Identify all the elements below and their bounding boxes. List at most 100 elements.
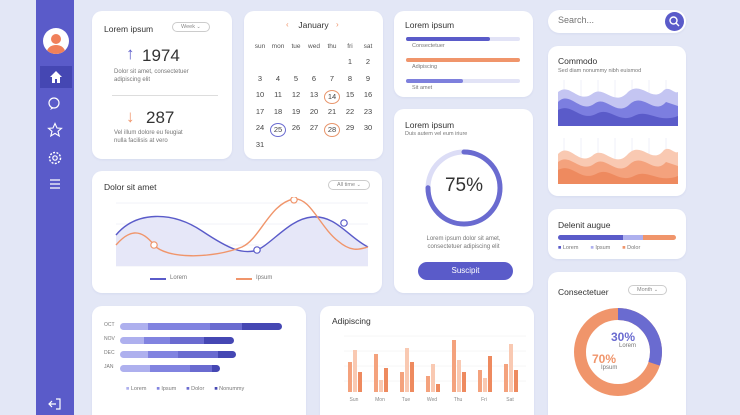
- calendar-day[interactable]: 17: [255, 106, 265, 116]
- month-dropdown[interactable]: Month ⌄: [628, 285, 668, 295]
- calendar-day[interactable]: 21: [327, 106, 337, 116]
- up-text: Dolor sit amet, consectetuer: [114, 69, 189, 75]
- suscipit-button[interactable]: Suscipit: [418, 262, 513, 280]
- divider: [112, 95, 218, 96]
- bar: [358, 372, 362, 392]
- vbar-card: Adipiscing Sun Mon Tue Wed Thu Fri Sat: [320, 306, 534, 415]
- next-month-icon[interactable]: ›: [336, 20, 339, 29]
- weekday-label: mon: [271, 43, 285, 50]
- legend-swatch: [150, 278, 166, 280]
- donut-text: Lorem ipsum dolor sit amet,: [426, 236, 501, 242]
- stacked-bar: [120, 351, 236, 358]
- vbar-chart: Sun Mon Tue Wed Thu Fri Sat: [344, 335, 526, 403]
- percent-ring: [425, 149, 503, 227]
- bar: [431, 364, 435, 392]
- weekday-label: fri: [347, 43, 353, 50]
- progress-card: Lorem ipsum Consectetuer Adipiscing Sit am…: [394, 11, 533, 97]
- search-icon: [669, 16, 680, 27]
- arrow-up-icon: ↑: [126, 44, 135, 63]
- calendar-month: January: [298, 20, 329, 30]
- bar: [504, 364, 508, 392]
- bar: [483, 378, 487, 392]
- card-title: Adipiscing: [332, 316, 371, 326]
- card-title: Dolor sit amet: [104, 182, 157, 192]
- calendar-day[interactable]: 15: [345, 90, 355, 100]
- calendar-day[interactable]: 11: [274, 90, 282, 100]
- bar: [436, 384, 440, 392]
- calendar-day[interactable]: 12: [291, 90, 301, 100]
- line-chart: [115, 197, 369, 267]
- category-label: OCT: [104, 322, 115, 328]
- calendar-day[interactable]: 30: [363, 123, 373, 133]
- calendar-day[interactable]: 10: [255, 90, 265, 100]
- search-button[interactable]: [665, 12, 684, 31]
- calendar-day[interactable]: 3: [257, 73, 263, 83]
- calendar-day[interactable]: 4: [275, 73, 281, 83]
- home-icon[interactable]: [40, 66, 72, 88]
- calendar-day[interactable]: 9: [365, 73, 371, 83]
- logout-icon[interactable]: [47, 396, 63, 412]
- gear-icon[interactable]: [47, 150, 63, 166]
- calendar-day[interactable]: 24: [255, 123, 265, 133]
- calendar-day[interactable]: 2: [365, 57, 371, 66]
- percent-value: 75%: [444, 175, 484, 196]
- calendar-day[interactable]: 23: [363, 106, 373, 116]
- up-value: 1974: [142, 46, 180, 65]
- bar: [426, 376, 430, 392]
- star-icon[interactable]: [47, 122, 63, 138]
- calendar-day[interactable]: 18: [273, 106, 283, 116]
- week-dropdown[interactable]: Week ⌄: [172, 22, 210, 32]
- weekday-label: tue: [291, 43, 301, 50]
- menu-icon[interactable]: [47, 176, 63, 192]
- bar: [452, 340, 456, 392]
- progress-fill: [406, 37, 491, 41]
- calendar-day[interactable]: 8: [347, 73, 353, 83]
- calendar-day[interactable]: 14: [324, 90, 340, 105]
- legend-label: Ipsum: [256, 275, 273, 281]
- calendar-day[interactable]: 26: [291, 123, 301, 133]
- calendar-day[interactable]: 6: [311, 73, 317, 83]
- calendar-day[interactable]: 13: [309, 90, 319, 100]
- calendar-day[interactable]: 22: [345, 106, 355, 116]
- calendar-day[interactable]: 19: [291, 106, 301, 116]
- calendar-day[interactable]: 7: [329, 73, 335, 83]
- bar: [488, 356, 492, 392]
- lorem-label: Lorem: [619, 343, 637, 349]
- stacked-bar: [120, 365, 220, 372]
- search-input[interactable]: [558, 15, 658, 25]
- down-value: 287: [146, 108, 175, 127]
- card-subtitle: Sed diam nonummy nibh euismod: [558, 68, 642, 74]
- calendar-day[interactable]: 27: [309, 123, 319, 133]
- calendar-day[interactable]: 1: [347, 57, 353, 66]
- hbar-card: OCT NOV DEC JAN ■ Lorem ■ Ipsum ■ Dolor ■ N…: [92, 306, 306, 415]
- progress-track: [406, 79, 520, 83]
- search-bar: [548, 10, 686, 33]
- progress-label: Consectetuer: [412, 43, 445, 49]
- chat-icon[interactable]: [47, 96, 63, 112]
- calendar-day[interactable]: 16: [363, 90, 373, 100]
- calendar-day[interactable]: 31: [255, 140, 265, 149]
- calendar-day[interactable]: 29: [345, 123, 355, 133]
- time-dropdown[interactable]: All time ⌄: [328, 180, 370, 190]
- wave-charts: [558, 80, 678, 184]
- bar: [374, 354, 378, 392]
- donut-text2: consectetuer adipiscing elit: [427, 244, 500, 250]
- weekday-label: sat: [363, 43, 373, 50]
- calendar-day[interactable]: 25: [270, 123, 286, 138]
- bar: [400, 372, 404, 392]
- category-label: Tue: [402, 397, 411, 403]
- bar: [384, 368, 388, 392]
- calendar-day[interactable]: 28: [324, 123, 340, 138]
- avatar[interactable]: [43, 28, 69, 54]
- category-label: Thu: [454, 397, 463, 403]
- bar: [348, 362, 352, 392]
- category-label: Mon: [375, 397, 385, 403]
- calendar-day[interactable]: 20: [309, 106, 319, 116]
- calendar-day[interactable]: 5: [293, 73, 299, 83]
- commodo-card: Commodo Sed diam nonummy nibh euismod: [548, 46, 686, 196]
- arrow-down-icon: ↓: [126, 107, 135, 126]
- prev-month-icon[interactable]: ‹: [286, 20, 289, 29]
- category-label: Sat: [506, 397, 514, 403]
- progress-fill: [406, 79, 463, 83]
- stacked-bar: [120, 323, 282, 330]
